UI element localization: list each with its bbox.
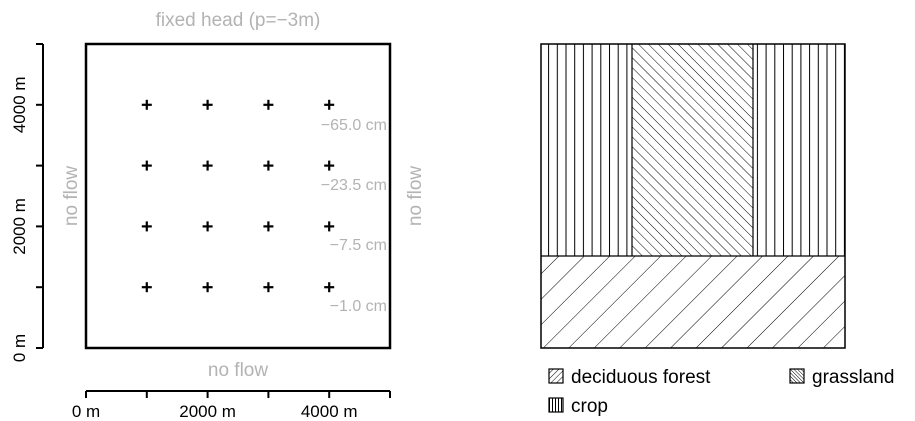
observation-point-marker	[202, 282, 213, 293]
top-boundary-label: fixed head (p=−3m)	[156, 10, 321, 31]
observation-point-marker	[263, 282, 274, 293]
right-boundary-label: no flow	[405, 166, 426, 226]
observation-point-marker	[141, 221, 152, 232]
right-panel: deciduous forest grassland crop	[540, 43, 894, 417]
observation-point-marker	[324, 99, 335, 110]
observation-point-marker	[202, 221, 213, 232]
legend-swatch-crop	[548, 397, 564, 413]
legend-label-grassland: grassland	[812, 367, 894, 388]
legend-swatch-grassland	[789, 368, 805, 384]
observation-point-marker	[141, 99, 152, 110]
x-axis: 0 m 2000 m 4000 m	[72, 390, 391, 421]
grassland-region-hatch	[632, 44, 753, 256]
x-tick-label: 0 m	[72, 402, 100, 421]
bottom-boundary-label: no flow	[208, 360, 268, 381]
x-tick-label: 2000 m	[179, 402, 236, 421]
observation-point-marker	[202, 160, 213, 171]
row-value-label: −7.5 cm	[330, 237, 387, 254]
legend-swatch-deciduous-forest	[548, 368, 564, 384]
row-value-label: −23.5 cm	[321, 177, 387, 194]
y-tick-label: 0 m	[10, 334, 29, 362]
deciduous-forest-region	[541, 256, 845, 348]
legend-label-crop: crop	[571, 396, 608, 417]
y-axis: 0 m 2000 m 4000 m	[10, 43, 44, 362]
legend: deciduous forest grassland crop	[548, 367, 894, 417]
row-value-label: −65.0 cm	[321, 117, 387, 134]
observation-point-marker	[324, 221, 335, 232]
observation-point-marker	[202, 99, 213, 110]
x-tick-label: 4000 m	[301, 402, 358, 421]
observation-point-marker	[263, 160, 274, 171]
y-tick-label: 4000 m	[10, 76, 29, 133]
left-boundary-label: no flow	[61, 166, 82, 226]
observation-points	[141, 99, 335, 293]
observation-point-marker	[141, 160, 152, 171]
y-tick-label: 2000 m	[10, 198, 29, 255]
legend-label-deciduous-forest: deciduous forest	[571, 367, 711, 388]
land-use-map-border	[540, 43, 846, 349]
row-value-label: −1.0 cm	[330, 298, 387, 315]
observation-point-marker	[324, 282, 335, 293]
observation-point-marker	[324, 160, 335, 171]
left-panel: fixed head (p=−3m) no flow no flow no fl…	[10, 10, 426, 421]
model-domain-box	[84, 42, 392, 350]
observation-point-marker	[141, 282, 152, 293]
observation-point-marker	[263, 221, 274, 232]
observation-point-marker	[263, 99, 274, 110]
